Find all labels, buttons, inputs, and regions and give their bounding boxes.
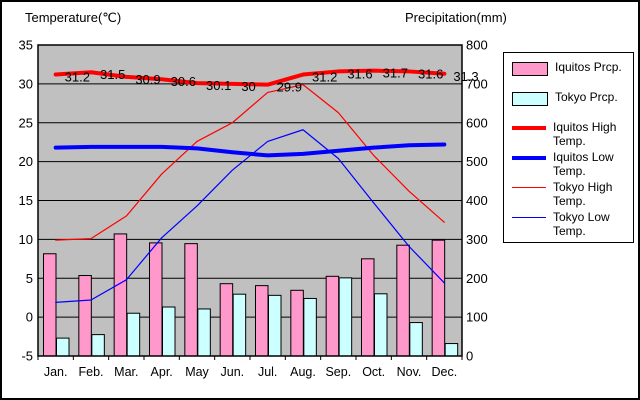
precipitation-tick-label: 200 — [466, 271, 488, 286]
temperature-tick-label: 25 — [19, 115, 33, 130]
bar — [325, 275, 340, 357]
bar — [338, 277, 353, 357]
month-label: Aug. — [290, 365, 316, 379]
precipitation-tick-label: 600 — [466, 115, 488, 130]
line-tokyo-high-temp- — [55, 84, 445, 241]
temperature-tick-label: 20 — [19, 154, 33, 169]
bar — [126, 312, 141, 357]
temperature-tick-label: 10 — [19, 232, 33, 247]
legend-label-tokyo-low: Tokyo Low Temp. — [553, 210, 610, 238]
precipitation-tick-label: 300 — [466, 232, 488, 247]
data-label: 31.5 — [100, 67, 125, 82]
bar — [78, 275, 92, 357]
tokyo-prcp-swatch-icon — [512, 92, 548, 106]
precipitation-tick-label: 500 — [466, 154, 488, 169]
month-label: Sep. — [325, 365, 351, 379]
legend-item-tokyo-high: Tokyo High Temp. — [512, 180, 631, 208]
line-iquitos-high-temp- — [53, 68, 447, 87]
temperature-tick-label: -5 — [21, 349, 33, 364]
legend-label-iquitos-high: Iquitos High Temp. — [553, 120, 617, 148]
legend-item-iquitos-prcp: Iquitos Prcp. — [512, 60, 631, 76]
temperature-axis-title: Temperature(℃) — [25, 10, 122, 25]
bar — [290, 289, 304, 357]
tokyo-high-line-swatch-icon — [512, 187, 546, 188]
month-label: Jul. — [258, 365, 277, 379]
legend: Iquitos Prcp. Tokyo Prcp. Iquitos High T… — [503, 52, 634, 243]
x-axis-labels: Jan. Feb. Mar. Apr. May Jun. Jul. Aug. Sep. Oct. N… — [44, 365, 457, 379]
precipitation-tick-label: 700 — [466, 76, 488, 91]
month-label: Feb. — [78, 365, 103, 379]
data-label: 31.3 — [453, 69, 478, 84]
data-label: 29.9 — [277, 80, 302, 95]
month-label: Jan. — [44, 365, 68, 379]
bar — [303, 297, 317, 357]
precipitation-tick-label: 400 — [466, 193, 488, 208]
month-label: Mar. — [114, 365, 138, 379]
legend-label-iquitos-low: Iquitos Low Temp. — [553, 150, 614, 178]
temperature-tick-label: 35 — [19, 38, 33, 53]
bars-tokyo-prcp- — [56, 277, 459, 357]
bar — [361, 258, 375, 357]
month-label: Jun. — [221, 365, 245, 379]
bar — [409, 322, 423, 357]
bar — [197, 308, 211, 357]
bar — [56, 337, 70, 357]
temperature-tick-label: 15 — [19, 193, 33, 208]
bar — [219, 283, 234, 357]
data-label: 30.9 — [135, 72, 160, 87]
bar — [113, 233, 128, 357]
data-label: 30 — [241, 79, 255, 94]
iquitos-high-line-swatch-icon — [512, 126, 546, 130]
bar — [396, 244, 410, 357]
data-label: 31.6 — [418, 66, 443, 81]
legend-label-tokyo-prcp: Tokyo Prcp. — [555, 90, 618, 104]
tokyo-low-line-swatch-icon — [512, 217, 546, 218]
month-label: May — [185, 365, 209, 379]
left-axis-tick-labels: 35 30 25 20 15 10 5 0 -5 — [19, 38, 33, 364]
legend-label-tokyo-high: Tokyo High Temp. — [553, 180, 613, 208]
data-label: 31.2 — [65, 70, 90, 85]
bar — [255, 285, 269, 357]
legend-item-tokyo-prcp: Tokyo Prcp. — [512, 90, 631, 106]
precipitation-tick-label: 100 — [466, 310, 488, 325]
bar — [43, 253, 57, 357]
bars-iquitos-prcp- — [43, 233, 446, 357]
data-label: 30.6 — [171, 74, 196, 89]
bar — [444, 343, 459, 357]
precipitation-tick-label: 0 — [466, 349, 473, 364]
bar — [149, 242, 163, 357]
month-label: Nov. — [397, 365, 422, 379]
legend-label-iquitos-prcp: Iquitos Prcp. — [555, 60, 622, 74]
legend-item-iquitos-high: Iquitos High Temp. — [512, 120, 631, 148]
precipitation-tick-label: 800 — [466, 38, 488, 53]
bar — [184, 243, 198, 357]
bar — [232, 293, 247, 357]
data-label: 30.1 — [206, 78, 231, 93]
legend-item-iquitos-low: Iquitos Low Temp. — [512, 150, 631, 178]
precipitation-axis-title: Precipitation(mm) — [405, 10, 507, 25]
month-label: Dec. — [431, 365, 457, 379]
legend-item-tokyo-low: Tokyo Low Temp. — [512, 210, 631, 238]
bar — [431, 239, 446, 357]
right-axis-tick-labels: 800 700 600 500 400 300 200 100 0 — [466, 38, 488, 364]
iquitos-prcp-swatch-icon — [512, 62, 548, 76]
bar — [374, 293, 388, 357]
data-label: 31.7 — [383, 66, 408, 81]
temperature-tick-label: 5 — [26, 271, 33, 286]
data-label: 31.6 — [347, 66, 372, 81]
bar — [162, 306, 176, 357]
temperature-tick-label: 30 — [19, 76, 33, 91]
month-label: Apr. — [151, 365, 173, 379]
iquitos-high-temp-data-labels: 31.2 31.5 30.9 30.6 30.1 30 29.9 31.2 31.6 31.7 31… — [65, 66, 479, 95]
month-label: Oct. — [362, 365, 385, 379]
iquitos-low-line-swatch-icon — [512, 156, 546, 160]
bar — [91, 334, 105, 357]
data-label: 31.2 — [312, 70, 337, 85]
temperature-tick-label: 0 — [26, 310, 33, 325]
x-axis-ticks — [37, 356, 463, 360]
bar — [268, 294, 282, 357]
line-iquitos-low-temp- — [53, 142, 447, 158]
